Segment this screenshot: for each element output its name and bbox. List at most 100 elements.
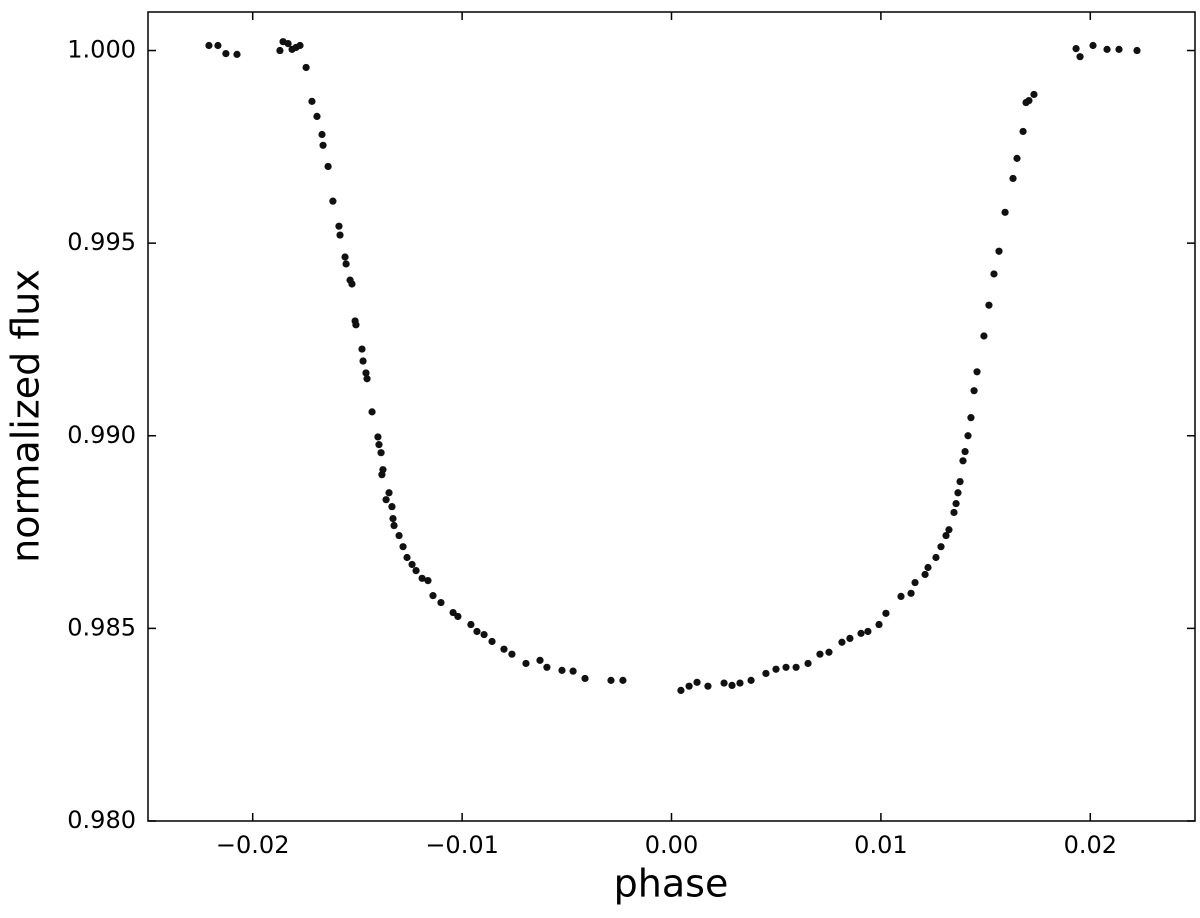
data-point <box>720 679 728 687</box>
data-point <box>408 560 416 569</box>
data-point <box>937 543 945 551</box>
data-point <box>857 629 865 637</box>
data-point <box>362 369 370 377</box>
data-point <box>677 686 685 695</box>
data-point <box>388 503 396 511</box>
data-point <box>389 514 397 523</box>
data-point <box>1019 127 1027 136</box>
data-point <box>581 674 589 683</box>
data-point <box>480 630 488 639</box>
data-point <box>985 301 993 309</box>
data-point <box>804 659 812 668</box>
data-point <box>1009 174 1017 183</box>
data-point <box>685 682 693 690</box>
data-point <box>945 526 953 534</box>
data-point <box>967 414 975 422</box>
data-point <box>395 531 403 540</box>
data-point <box>214 41 222 50</box>
data-point <box>454 612 462 621</box>
data-point <box>418 574 426 582</box>
data-point <box>429 592 437 600</box>
data-point <box>233 50 241 58</box>
data-point <box>942 531 950 540</box>
x-tick-label: 0.02 <box>1064 831 1117 859</box>
x-tick-label: 0.01 <box>854 831 907 859</box>
y-tick-label: 0.990 <box>67 421 136 449</box>
data-point <box>954 489 962 497</box>
data-point <box>399 543 407 551</box>
data-point <box>363 375 371 383</box>
data-point <box>772 665 780 673</box>
data-point <box>1001 208 1009 216</box>
data-point <box>324 162 332 171</box>
data-point <box>359 357 367 365</box>
data-point <box>1115 45 1123 53</box>
data-point <box>558 666 566 674</box>
y-tick-label: 0.980 <box>67 806 136 834</box>
data-point <box>424 577 432 585</box>
data-point <box>374 433 382 441</box>
data-point <box>319 141 327 149</box>
data-point <box>569 667 577 675</box>
data-point <box>329 197 337 205</box>
data-point <box>911 578 919 587</box>
data-point <box>302 63 310 72</box>
data-point <box>704 682 712 690</box>
data-point <box>375 441 383 449</box>
data-point <box>276 46 284 55</box>
data-point <box>308 97 316 105</box>
data-point <box>378 471 386 479</box>
data-point <box>921 570 929 579</box>
data-point <box>536 656 544 664</box>
data-point <box>382 496 390 504</box>
data-point <box>1103 45 1111 53</box>
data-point <box>377 449 385 457</box>
data-point <box>1030 90 1038 99</box>
data-point <box>762 669 770 678</box>
data-point <box>318 130 326 139</box>
data-point <box>846 634 854 642</box>
data-point <box>390 521 398 530</box>
data-point <box>816 650 824 658</box>
data-point <box>990 270 998 278</box>
data-point <box>473 627 481 636</box>
data-point <box>352 321 360 329</box>
data-point <box>956 478 964 486</box>
data-point <box>467 620 475 629</box>
data-point <box>995 247 1003 255</box>
x-tick-label: 0.00 <box>645 831 698 859</box>
data-point <box>980 332 988 340</box>
data-point <box>825 648 833 656</box>
data-point <box>1089 41 1097 50</box>
data-point <box>543 663 551 671</box>
data-point <box>1076 53 1084 61</box>
data-point <box>970 387 978 395</box>
data-point <box>368 408 376 416</box>
data-point <box>959 457 967 465</box>
data-point <box>897 592 905 601</box>
x-tick-label: −0.01 <box>425 831 499 859</box>
data-point <box>403 553 411 562</box>
y-tick-label: 0.985 <box>67 613 136 641</box>
data-point <box>792 663 800 671</box>
data-point <box>907 589 915 597</box>
data-point <box>449 608 457 617</box>
data-point <box>950 508 958 517</box>
data-point <box>508 650 516 658</box>
plot-frame <box>147 11 1196 822</box>
data-point <box>728 681 736 689</box>
data-point <box>875 620 883 629</box>
data-point <box>1013 154 1021 162</box>
data-point <box>313 112 321 120</box>
y-axis-label: normalized flux <box>4 269 48 563</box>
x-tick-label: −0.02 <box>216 831 290 859</box>
data-point <box>782 663 790 671</box>
data-point <box>607 676 615 684</box>
data-point <box>932 553 940 562</box>
data-point <box>284 39 292 48</box>
data-point <box>500 645 508 653</box>
data-point <box>747 676 755 684</box>
data-point <box>296 41 304 50</box>
data-point <box>358 345 366 353</box>
x-axis-label: phase <box>614 862 729 906</box>
